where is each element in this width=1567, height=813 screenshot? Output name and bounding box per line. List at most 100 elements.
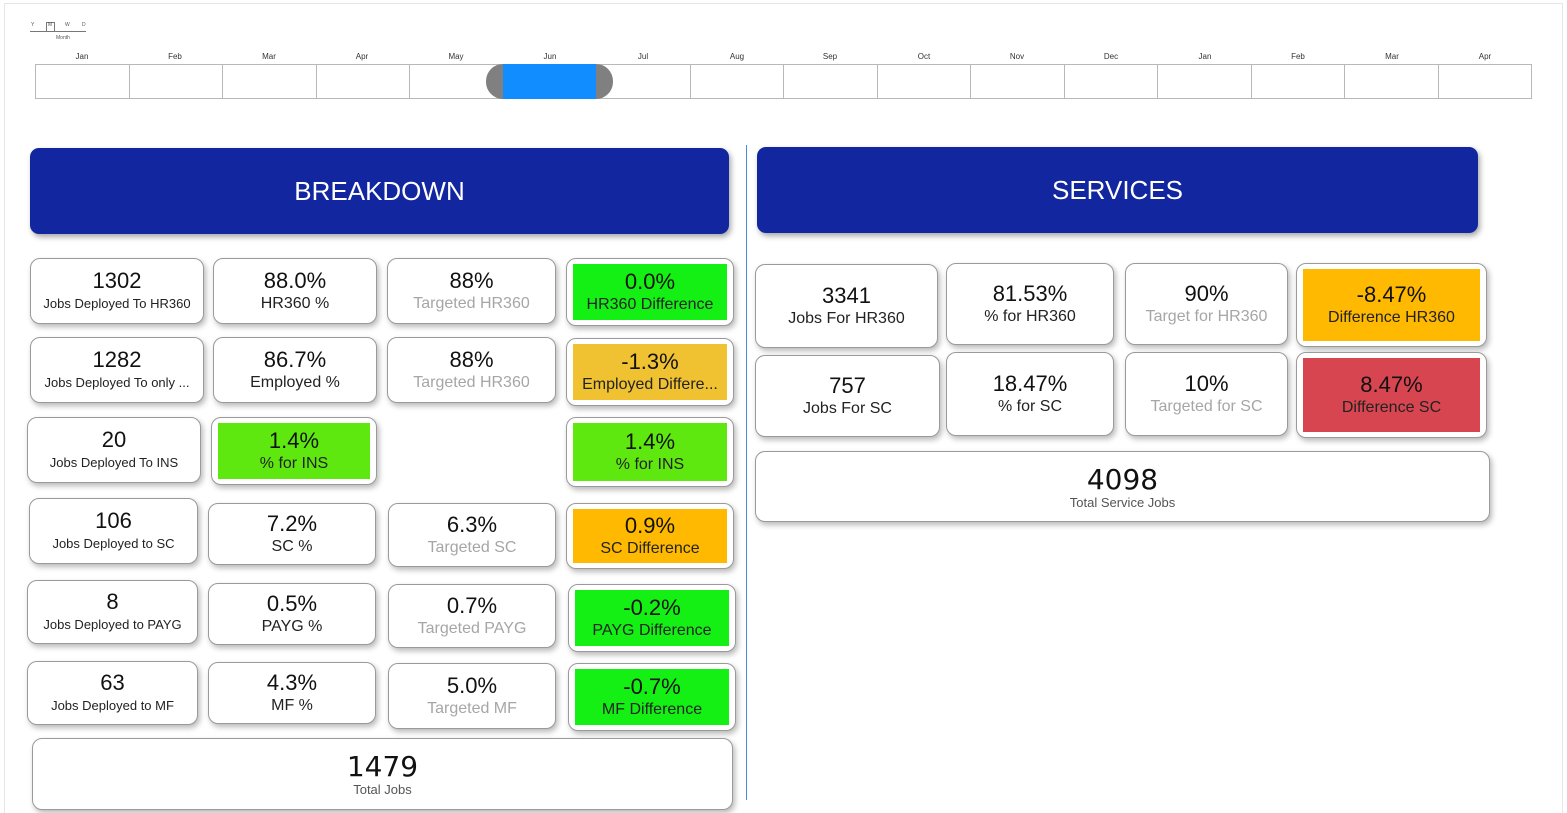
kpi-card-jobs-mf[interactable]: 63 Jobs Deployed to MF [27,661,198,725]
kpi-card-difference-sc[interactable]: 8.47% Difference SC [1296,352,1487,438]
timeline-cell[interactable] [1439,65,1532,98]
kpi-card-jobs-employed[interactable]: 1282 Jobs Deployed To only ... [30,337,204,403]
kpi-value: -8.47% [1356,282,1427,307]
kpi-caption: Jobs For HR360 [788,310,905,327]
kpi-card-jobs-sc[interactable]: 106 Jobs Deployed to SC [29,498,198,564]
kpi-card-jobs-payg[interactable]: 8 Jobs Deployed to PAYG [27,580,198,644]
kpi-card-sc-percent[interactable]: 7.2% SC % [208,503,376,565]
kpi-card-targeted-hr360[interactable]: 88% Targeted HR360 [387,258,556,324]
kpi-caption: Targeted PAYG [417,620,527,637]
kpi-card-employed-percent[interactable]: 86.7% Employed % [213,337,377,403]
kpi-card-jobs-hr360[interactable]: 1302 Jobs Deployed To HR360 [30,258,204,324]
timeline-month-labels: Jan Feb Mar Apr May Jun Jul Aug Sep Oct … [35,52,1532,62]
breakdown-title: BREAKDOWN [294,175,465,206]
month-label: Aug [729,52,745,61]
kpi-value: 90% [1184,281,1229,306]
kpi-card-ins-difference[interactable]: 1.4% % for INS [566,417,734,487]
granularity-year[interactable]: Y [31,22,35,28]
kpi-card-targeted-for-sc[interactable]: 10% Targeted for SC [1125,352,1288,436]
timeline-granularity-selector[interactable]: Y M W D Month [30,22,90,44]
kpi-card-total-jobs[interactable]: 1479 Total Jobs [32,738,733,810]
kpi-value: 81.53% [992,281,1068,306]
kpi-caption: Jobs For SC [803,400,892,417]
kpi-card-payg-percent[interactable]: 0.5% PAYG % [208,583,376,645]
timeline-cell[interactable] [784,65,878,98]
kpi-caption: Targeted MF [427,700,517,717]
timeline-selection-fill[interactable] [503,64,596,99]
kpi-value: 4.3% [266,670,318,695]
kpi-value: 3341 [822,283,871,308]
kpi-caption: PAYG % [261,618,323,635]
kpi-card-targeted-sc[interactable]: 6.3% Targeted SC [388,503,556,567]
timeline-track[interactable] [35,64,1532,99]
kpi-card-percent-hr360[interactable]: 81.53% % for HR360 [946,263,1114,345]
granularity-day[interactable]: D [82,22,86,28]
kpi-card-jobs-for-sc[interactable]: 757 Jobs For SC [755,355,940,437]
kpi-card-jobs-for-hr360[interactable]: 3341 Jobs For HR360 [755,264,938,348]
timeline-cell[interactable] [223,65,317,98]
granularity-month-handle[interactable] [46,22,55,32]
kpi-card-difference-hr360[interactable]: -8.47% Difference HR360 [1296,263,1487,347]
kpi-card-payg-difference[interactable]: -0.2% PAYG Difference [568,584,736,652]
timeline-cell[interactable] [971,65,1065,98]
kpi-caption: Target for HR360 [1145,308,1268,325]
kpi-card-total-service-jobs[interactable]: 4098 Total Service Jobs [755,451,1490,522]
kpi-card-targeted-mf[interactable]: 5.0% Targeted MF [388,663,556,729]
services-banner: SERVICES [757,147,1478,233]
kpi-card-targeted-hr360-2[interactable]: 88% Targeted HR360 [387,337,556,403]
kpi-card-hr360-difference[interactable]: 0.0% HR360 Difference [566,258,734,326]
timeline-cell[interactable] [36,65,130,98]
kpi-caption: HR360 Difference [586,296,714,313]
timeline-cell[interactable] [691,65,784,98]
kpi-caption: Targeted HR360 [413,295,530,312]
kpi-value: -1.3% [621,349,679,374]
granularity-caption: Month [56,35,70,41]
kpi-card-employed-difference[interactable]: -1.3% Employed Differe... [566,338,734,406]
kpi-caption: % for INS [615,456,685,473]
services-title: SERVICES [1051,174,1183,205]
month-label: Nov [1009,52,1025,61]
kpi-card-target-hr360[interactable]: 90% Target for HR360 [1125,263,1288,345]
kpi-value: 4098 [1086,462,1159,496]
granularity-month[interactable]: M [48,22,53,28]
kpi-card-mf-percent[interactable]: 4.3% MF % [208,662,376,724]
kpi-value: -0.2% [623,595,681,620]
granularity-week[interactable]: W [65,22,70,28]
kpi-value: 1479 [346,750,419,783]
kpi-card-hr360-percent[interactable]: 88.0% HR360 % [213,258,377,324]
status-fill: -0.2% PAYG Difference [575,590,729,646]
timeline-cell[interactable] [878,65,971,98]
kpi-value: 0.0% [624,269,676,294]
timeline-cell[interactable] [1252,65,1345,98]
breakdown-banner: BREAKDOWN [30,148,729,234]
granularity-track [30,31,86,32]
kpi-card-jobs-ins[interactable]: 20 Jobs Deployed To INS [27,417,201,483]
kpi-value: 0.5% [266,591,318,616]
timeline-cell[interactable] [597,65,691,98]
status-fill: 1.4% % for INS [573,423,727,481]
report-canvas [4,3,1563,813]
kpi-card-ins-percent[interactable]: 1.4% % for INS [211,417,377,485]
kpi-value: 5.0% [446,673,498,698]
kpi-value: 88% [449,268,494,293]
timeline-selected-range[interactable] [486,64,613,99]
kpi-value: 8 [106,589,119,614]
timeline-cell[interactable] [130,65,223,98]
kpi-card-sc-difference[interactable]: 0.9% SC Difference [566,503,734,569]
timeline-cell[interactable] [1158,65,1252,98]
month-label: Sep [822,52,838,61]
month-label: Jun [543,52,557,61]
timeline-cell[interactable] [317,65,410,98]
kpi-value: -0.7% [623,674,681,699]
timeline-cell[interactable] [1065,65,1158,98]
kpi-card-mf-difference[interactable]: -0.7% MF Difference [568,663,736,731]
kpi-card-percent-sc[interactable]: 18.47% % for SC [946,352,1114,436]
kpi-value: 106 [95,508,132,533]
kpi-caption: Jobs Deployed to PAYG [43,617,182,632]
status-fill: -0.7% MF Difference [575,669,729,725]
timeline-cell[interactable] [1345,65,1439,98]
kpi-caption: HR360 % [260,295,330,312]
kpi-card-targeted-payg[interactable]: 0.7% Targeted PAYG [388,584,556,648]
kpi-caption: Jobs Deployed To only ... [44,375,190,390]
month-label: May [448,52,464,61]
